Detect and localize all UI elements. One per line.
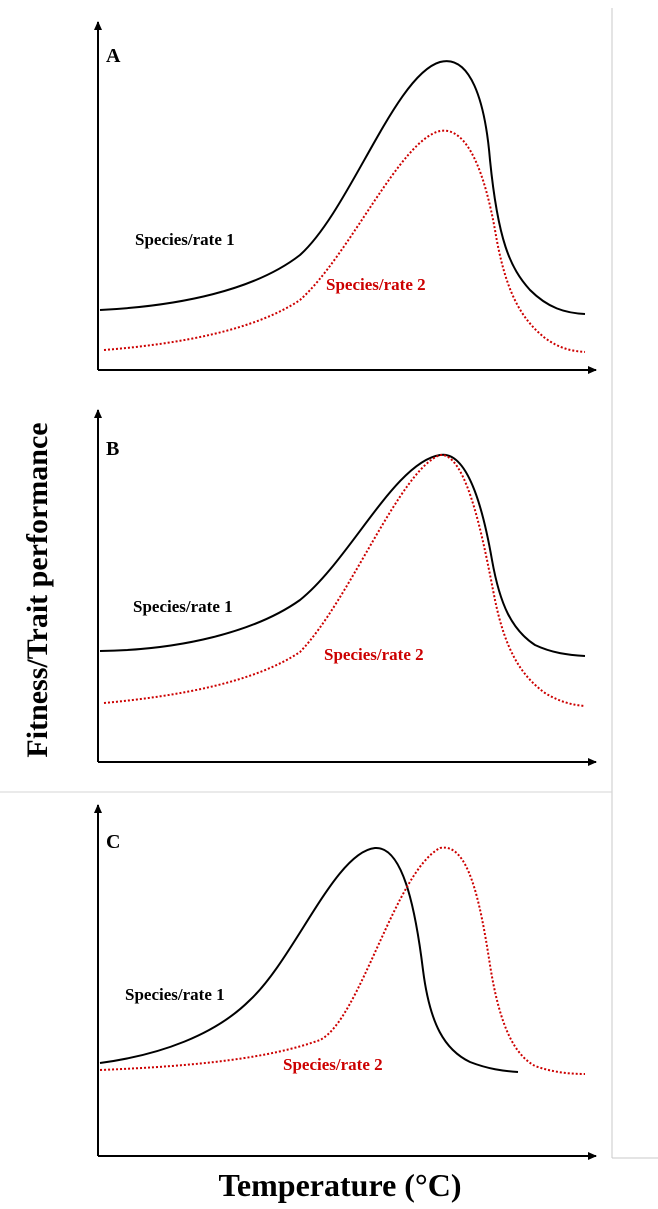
panel-c-series-2-label: Species/rate 2 bbox=[283, 1055, 383, 1074]
panel-a-series-1-curve bbox=[99, 60, 586, 315]
panel-b-series-2-label: Species/rate 2 bbox=[324, 645, 424, 664]
x-axis-title: Temperature (°C) bbox=[219, 1167, 462, 1203]
panel-c: C Species/rate 1 Species/rate 2 bbox=[94, 804, 597, 1160]
panel-c-letter: C bbox=[106, 831, 120, 853]
panel-a: A Species/rate 1 Species/rate 2 bbox=[94, 21, 597, 374]
panel-b: B Species/rate 1 Species/rate 2 bbox=[94, 409, 597, 766]
panel-a-series-2-curve bbox=[103, 129, 586, 353]
panel-c-series-2-curve bbox=[99, 846, 586, 1075]
panel-a-letter: A bbox=[106, 45, 121, 67]
panel-a-series-1-label: Species/rate 1 bbox=[135, 230, 235, 249]
y-axis-title: Fitness/Trait performance bbox=[21, 422, 54, 757]
panel-b-series-1-label: Species/rate 1 bbox=[133, 597, 233, 616]
panel-b-series-1-curve bbox=[99, 453, 586, 657]
panel-b-letter: B bbox=[106, 438, 119, 460]
panel-a-series-2-label: Species/rate 2 bbox=[326, 275, 426, 294]
panel-c-series-1-label: Species/rate 1 bbox=[125, 985, 225, 1004]
panel-c-series-1-curve bbox=[99, 846, 519, 1073]
panel-b-series-2-curve bbox=[103, 453, 586, 707]
